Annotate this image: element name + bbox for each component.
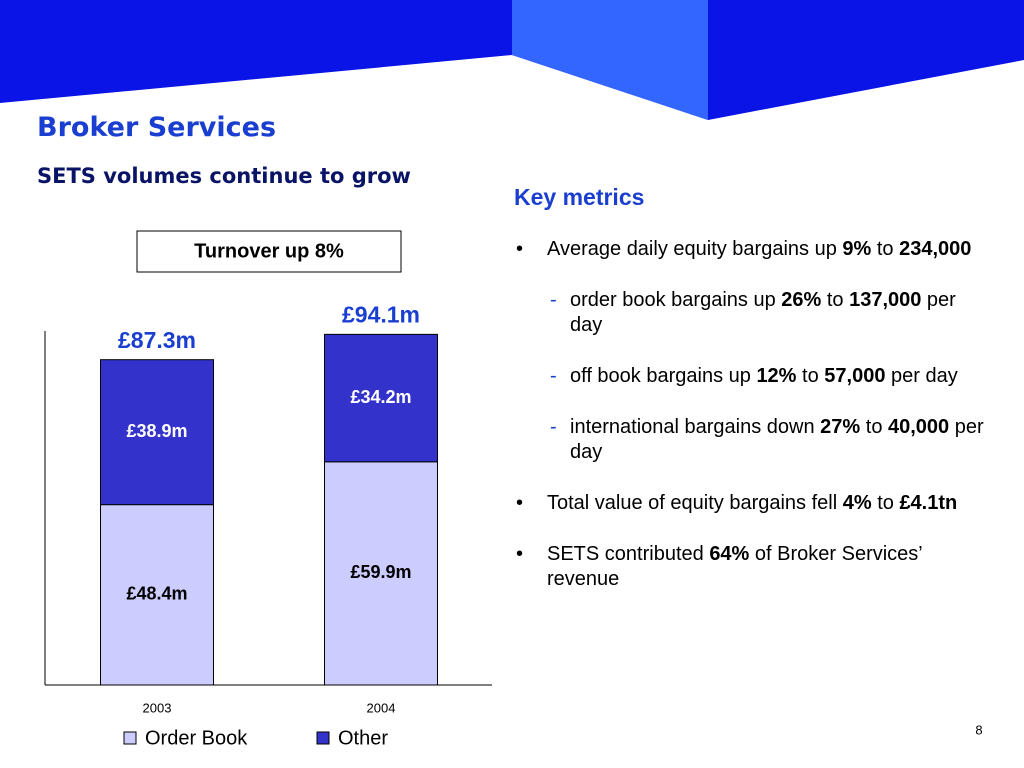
metric-text: of Broker Services’ revenue	[547, 543, 922, 590]
callout-box	[136, 230, 402, 273]
metric-text: per day	[885, 365, 958, 387]
bar-segment	[100, 359, 214, 506]
header-block	[512, 0, 708, 120]
dash: -	[550, 416, 557, 438]
metric-bold: 9%	[842, 238, 872, 260]
dash: -	[550, 365, 557, 387]
bar-segment	[100, 504, 214, 686]
metric-bold: 27%	[820, 416, 861, 438]
metric-text: Total value of equity bargains fell	[547, 492, 843, 514]
legend-swatch	[316, 731, 330, 745]
key-metrics: Key metrics • Average daily equity bargai…	[514, 184, 984, 618]
metric-bold: 12%	[756, 365, 797, 387]
metrics-heading: Key metrics	[514, 184, 645, 210]
value-label: £48.4m	[126, 584, 187, 604]
legend-swatch	[123, 731, 137, 745]
metric-text: to	[796, 365, 825, 387]
metric-item: • Average daily equity bargains up 9% to …	[514, 237, 984, 262]
metric-text: SETS contributed	[547, 543, 710, 565]
value-label: £38.9m	[126, 421, 187, 441]
metric-text: to	[860, 416, 888, 438]
metric-bold: 26%	[781, 289, 822, 311]
metric-text: Average daily equity bargains up	[547, 238, 843, 260]
metric-text: to	[821, 289, 850, 311]
header-band	[0, 0, 1024, 120]
subtitle: SETS volumes continue to grow	[37, 164, 411, 188]
value-label: £59.9m	[350, 562, 411, 582]
legend-label: Other	[338, 727, 388, 749]
total-label: £87.3m	[118, 327, 196, 353]
callout: Turnover up 8%	[194, 240, 344, 262]
x-tick-label: 2004	[367, 700, 396, 715]
metric-item: - off book bargains up 12% to 57,000 per …	[514, 364, 984, 389]
metric-text: to	[871, 238, 900, 260]
title: Broker Services	[37, 112, 277, 143]
metric-bold: 57,000	[824, 365, 886, 387]
metric-item: - order book bargains up 26% to 137,000 p…	[514, 288, 984, 338]
x-tick-label: 2003	[143, 700, 172, 715]
legend-label: Order Book	[145, 727, 248, 749]
metric-bold: 64%	[709, 543, 750, 565]
metric-item: - international bargains down 27% to 40,0…	[514, 415, 984, 465]
metric-text: off book bargains up	[570, 365, 757, 387]
dash: -	[550, 289, 557, 311]
metric-item: • Total value of equity bargains fell 4% …	[514, 491, 984, 516]
metric-text: international bargains down	[570, 416, 821, 438]
bar-segment	[324, 333, 438, 463]
page-number: 8	[975, 722, 982, 737]
bullet: •	[516, 238, 524, 260]
bullet: •	[516, 543, 524, 565]
metric-bold: 4%	[842, 492, 872, 514]
metric-bold: £4.1tn	[899, 492, 958, 514]
metric-item: • SETS contributed 64% of Broker Services…	[514, 542, 984, 592]
metric-text: per day	[570, 289, 956, 336]
total-label: £94.1m	[342, 301, 420, 327]
bar-segment	[324, 461, 438, 686]
metric-text: per day	[570, 416, 984, 463]
metric-bold: 234,000	[899, 238, 972, 260]
bullet: •	[516, 492, 524, 514]
metric-text: order book bargains up	[570, 289, 782, 311]
metric-text: to	[871, 492, 900, 514]
metric-bold: 40,000	[888, 416, 950, 438]
metric-bold: 137,000	[849, 289, 922, 311]
value-label: £34.2m	[350, 387, 411, 407]
